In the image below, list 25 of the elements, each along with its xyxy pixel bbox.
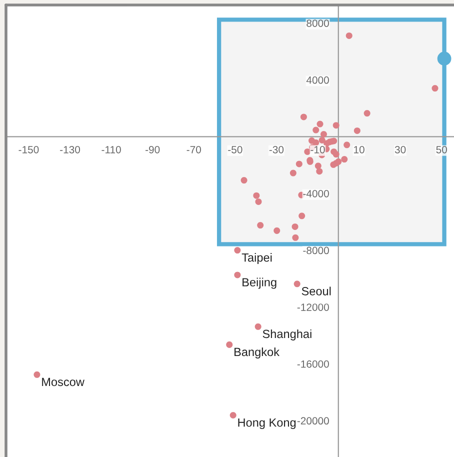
y-tick-label: -20000 <box>297 417 329 425</box>
annotation: Moscow <box>42 378 84 386</box>
y-tick-label: -8000 <box>303 246 329 254</box>
y-tick-label: 8000 <box>306 20 329 27</box>
x-tick-label: 50 <box>436 146 447 154</box>
y-tick-label: -4000 <box>303 190 329 198</box>
y-tick-label: -12000 <box>297 304 329 311</box>
y-tick-label: -16000 <box>297 360 329 368</box>
x-tick-label: 10 <box>354 146 364 154</box>
x-tick-label: 30 <box>394 146 406 154</box>
x-tick-label: -10 <box>310 146 325 154</box>
annotation: Taipei <box>242 253 272 264</box>
x-tick-label: -30 <box>269 146 284 154</box>
annotation: Hong Kong <box>238 418 296 430</box>
annotation: Shanghai <box>262 329 312 340</box>
annotation: Bangkok <box>234 347 280 358</box>
x-tick-label: -90 <box>146 146 160 154</box>
x-tick-label: -70 <box>186 146 201 154</box>
y-tick-label: 4000 <box>306 76 329 84</box>
x-tick-label: -110 <box>102 146 121 154</box>
annotation: Seoul <box>302 286 331 296</box>
x-tick-label: -130 <box>60 146 80 154</box>
x-tick-label: -50 <box>228 146 242 154</box>
annotation: Beijing <box>242 278 276 289</box>
x-tick-label: -150 <box>18 146 39 154</box>
